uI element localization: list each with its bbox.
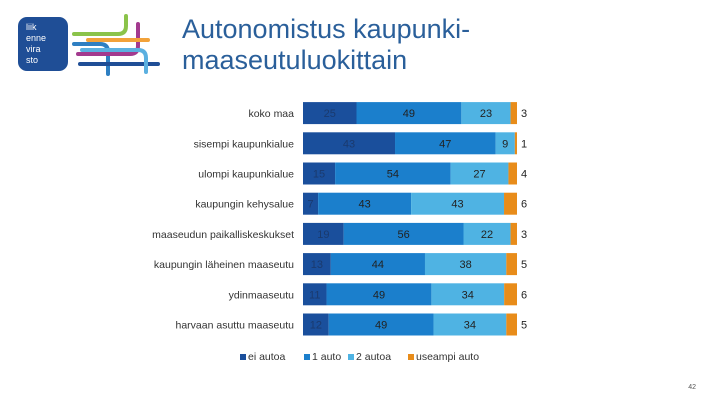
bar-segment (506, 313, 517, 336)
bars-group: 25 49 23 343 47 9 115 54 27 47 43 43 619 56 22 313 44 38 5… (303, 102, 527, 336)
legend-swatch (348, 354, 354, 360)
data-label: 43 (451, 199, 463, 211)
bar-segment (330, 253, 425, 276)
data-label: 5 (521, 259, 527, 271)
category-labels: koko maa sisempi kaupunkialue ulompi kaupu… (152, 108, 294, 331)
bar-segment (424, 253, 507, 276)
legend-label: 2 autoa (356, 351, 391, 363)
category-label: sisempi kaupunkialue (194, 138, 295, 150)
legend-swatch (408, 354, 414, 360)
bar-segment (335, 162, 451, 185)
bar-segment (303, 192, 319, 215)
category-label: kaupungin läheinen maaseutu (154, 259, 294, 271)
page-number: 42 (688, 384, 696, 391)
legend-label: ei autoa (248, 351, 286, 363)
bar-segment (303, 313, 329, 336)
bar-segment (510, 222, 517, 245)
data-label: 49 (373, 289, 385, 301)
bar-segment (433, 313, 507, 336)
data-label: 54 (387, 169, 399, 181)
bar-segment (326, 283, 432, 306)
data-label: 23 (480, 108, 492, 120)
data-label: 1 (521, 138, 527, 150)
logo-line: enne (26, 33, 46, 43)
legend-label: 1 auto (312, 351, 341, 363)
logo-line: liik (26, 22, 37, 32)
bar-segment (411, 192, 505, 215)
bar-segment (303, 132, 396, 155)
data-label: 34 (462, 289, 474, 301)
category-label: koko maa (248, 108, 294, 120)
data-label: 43 (343, 138, 355, 150)
bar-segment (303, 283, 327, 306)
bar-segment (328, 313, 434, 336)
data-label: 12 (310, 320, 322, 332)
bar-segment (510, 102, 517, 125)
bar-segment (450, 162, 509, 185)
bar-segment (514, 132, 517, 155)
bar-segment (303, 253, 331, 276)
bar-segment (395, 132, 496, 155)
bar-segment (343, 222, 464, 245)
data-label: 13 (311, 259, 323, 271)
category-label: harvaan asuttu maaseutu (176, 320, 295, 332)
legend: ei autoa 1 auto 2 autoa useampi auto (240, 351, 479, 363)
bar-segment (504, 283, 517, 306)
bar-segment (318, 192, 412, 215)
logo-line: sto (26, 55, 38, 65)
bar-segment (495, 132, 515, 155)
bar-segment (303, 102, 357, 125)
data-label: 56 (397, 229, 409, 241)
data-label: 49 (403, 108, 415, 120)
data-label: 11 (309, 289, 320, 301)
data-label: 19 (317, 229, 329, 241)
data-label: 22 (481, 229, 493, 241)
data-label: 6 (521, 289, 527, 301)
data-label: 3 (521, 108, 527, 120)
data-label: 3 (521, 229, 527, 241)
data-label: 27 (473, 169, 485, 181)
legend-label: useampi auto (416, 351, 479, 363)
data-label: 47 (439, 138, 451, 150)
data-label: 9 (502, 138, 508, 150)
category-label: maaseudun paikalliskeskukset (152, 229, 294, 241)
bar-segment (431, 283, 505, 306)
bar-segment (508, 162, 517, 185)
bar-segment (356, 102, 462, 125)
liikennevirasto-logo: liik enne vira sto (18, 14, 168, 81)
bar-segment (463, 222, 511, 245)
slide-title: Autonomistus kaupunki-maaseutuluokittain (182, 14, 471, 75)
data-label: 49 (375, 320, 387, 332)
data-label: 7 (308, 199, 314, 211)
category-label: kaupungin kehysalue (195, 199, 294, 211)
data-label: 6 (521, 199, 527, 211)
logo-arrows (72, 14, 160, 76)
data-label: 4 (521, 169, 527, 181)
data-label: 5 (521, 320, 527, 332)
logo-graphic: liik enne vira sto (18, 14, 160, 76)
logo-badge (18, 17, 68, 71)
data-label: 15 (313, 169, 325, 181)
data-label: 38 (460, 259, 472, 271)
category-label: ydinmaaseutu (229, 289, 295, 301)
bar-segment (461, 102, 511, 125)
category-label: ulompi kaupunkialue (198, 169, 294, 181)
bar-segment (504, 192, 517, 215)
bar-segment (506, 253, 517, 276)
bar-segment (303, 222, 344, 245)
data-label: 25 (324, 108, 336, 120)
legend-swatch (304, 354, 310, 360)
data-label: 34 (464, 320, 476, 332)
data-label: 44 (372, 259, 384, 271)
legend-swatch (240, 354, 246, 360)
logo-line: vira (26, 44, 41, 54)
data-label: 43 (358, 199, 370, 211)
bar-segment (303, 162, 336, 185)
